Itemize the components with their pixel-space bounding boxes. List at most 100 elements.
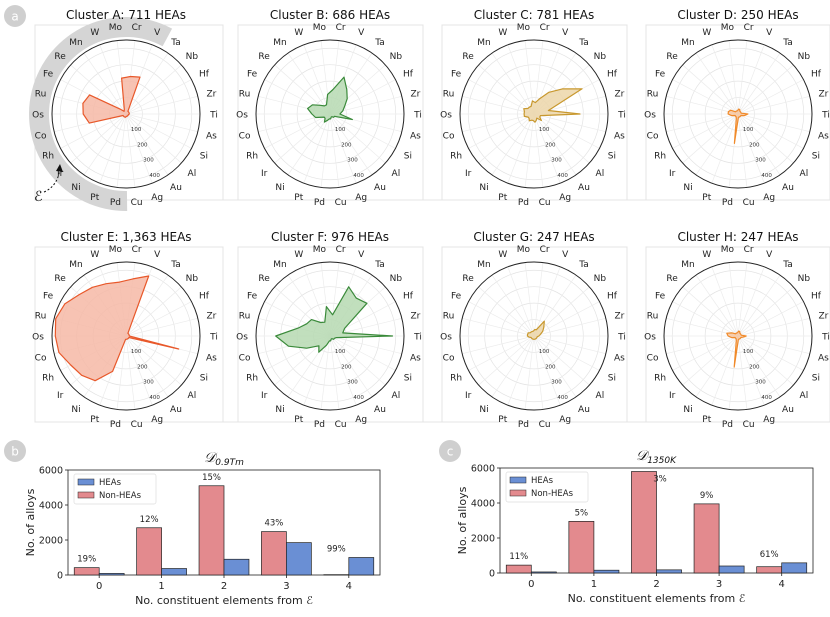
x-tick-label: 3: [716, 579, 722, 590]
element-label: As: [818, 354, 829, 364]
bar-nonhea: [261, 531, 287, 576]
percent-label: 9%: [700, 491, 714, 501]
grid-spoke: [533, 317, 606, 337]
element-label: Al: [800, 169, 809, 179]
element-label: Ag: [559, 193, 571, 203]
grid-spoke: [125, 79, 192, 115]
element-label: Zr: [615, 89, 625, 99]
grid-spoke: [303, 335, 331, 406]
element-label: Os: [644, 333, 656, 343]
bar-nonhea: [693, 503, 720, 574]
y-tick-label: 2000: [471, 534, 495, 545]
element-label: Mn: [69, 260, 82, 270]
grid-spoke: [737, 113, 794, 164]
element-label: Pt: [294, 193, 303, 203]
element-label: Re: [54, 52, 66, 62]
x-tick-label: 3: [283, 581, 289, 592]
r-tick-label: 200: [545, 364, 556, 370]
element-label: Mn: [681, 38, 694, 48]
element-label: Pd: [518, 420, 529, 430]
grid-spoke: [99, 44, 127, 115]
element-label: Pt: [90, 415, 99, 425]
grid-spoke: [533, 335, 590, 386]
grid-spoke: [682, 335, 739, 386]
y-tick-label: 4000: [471, 499, 495, 510]
r-tick-label: 400: [557, 173, 568, 179]
grid-spoke: [533, 335, 544, 410]
grid-spoke: [533, 113, 590, 164]
grid-spoke: [329, 113, 357, 184]
element-label: Pd: [110, 198, 121, 208]
element-label: Os: [440, 111, 452, 121]
r-tick-label: 300: [347, 158, 358, 164]
grid-spoke: [468, 335, 535, 371]
y-axis-label: No. of alloys: [24, 488, 37, 556]
element-label: Co: [443, 132, 455, 142]
panel-badge-letter: b: [11, 445, 19, 459]
grid-spoke: [468, 79, 535, 115]
grid-spoke: [737, 262, 748, 337]
grid-spoke: [533, 262, 544, 337]
element-label: Al: [392, 391, 401, 401]
element-label: Mn: [273, 38, 286, 48]
element-label: Cr: [132, 245, 142, 255]
element-label: Ru: [239, 311, 251, 321]
grid-spoke: [125, 113, 198, 133]
grid-spoke: [70, 113, 127, 164]
grid-spoke: [672, 113, 739, 149]
grid-spoke: [125, 301, 192, 337]
element-label: Hf: [199, 70, 210, 80]
radar-title: Cluster E: 1,363 HEAs: [60, 230, 191, 244]
bar-nonhea: [568, 521, 595, 574]
element-label: Hf: [607, 292, 618, 302]
x-tick-label: 2: [653, 579, 659, 590]
bar-hea: [781, 562, 808, 574]
r-tick-label: 200: [749, 142, 760, 148]
legend-box: [73, 473, 157, 505]
bar-nonhea: [73, 567, 100, 576]
grid-spoke: [116, 335, 127, 410]
element-label: Ni: [683, 405, 692, 415]
element-label: Au: [374, 405, 386, 415]
grid-spoke: [125, 113, 192, 149]
grid-spoke: [737, 335, 804, 371]
grid-spoke: [737, 40, 748, 115]
grid-spoke: [125, 335, 192, 371]
y-tick-label: 2000: [39, 536, 63, 547]
element-label: W: [498, 28, 507, 38]
element-label: Co: [239, 132, 251, 142]
bar-chart-1: 0 2000 4000 6000 0 11% 1 5% 2 3% 3 9% 4 61% HEAs Non-HE…: [456, 448, 814, 605]
element-label: Zr: [819, 311, 829, 321]
element-label: Ta: [170, 260, 181, 270]
x-tick-label: 1: [158, 581, 164, 592]
element-label: Zr: [615, 311, 625, 321]
element-label: W: [90, 250, 99, 260]
element-label: Ti: [209, 333, 218, 343]
r-tick-label: 200: [341, 142, 352, 148]
element-label: As: [818, 132, 829, 142]
element-label: Rh: [246, 151, 258, 161]
r-tick-label: 200: [341, 364, 352, 370]
x-tick-label: 0: [96, 581, 102, 592]
epsilon-annotation: ℰ: [34, 164, 63, 205]
element-label: Ir: [261, 391, 268, 401]
element-label: W: [702, 28, 711, 38]
element-label: Cr: [540, 23, 550, 33]
grid-spoke: [507, 335, 535, 406]
legend-label-hea: HEAs: [99, 478, 122, 488]
element-label: Nb: [186, 52, 199, 62]
grid-spoke: [737, 113, 804, 149]
x-tick-label: 1: [591, 579, 597, 590]
outer-ring: [459, 39, 609, 189]
element-label: Si: [404, 373, 412, 383]
panel-badges: a b c: [4, 5, 461, 462]
element-label: V: [358, 28, 365, 38]
element-label: Rh: [42, 151, 54, 161]
grid-spoke: [125, 274, 169, 337]
grid-spoke: [737, 301, 804, 337]
x-tick-label: 0: [528, 579, 534, 590]
element-label: Si: [200, 151, 208, 161]
grid-spoke: [533, 335, 577, 398]
element-label: Pd: [722, 420, 733, 430]
